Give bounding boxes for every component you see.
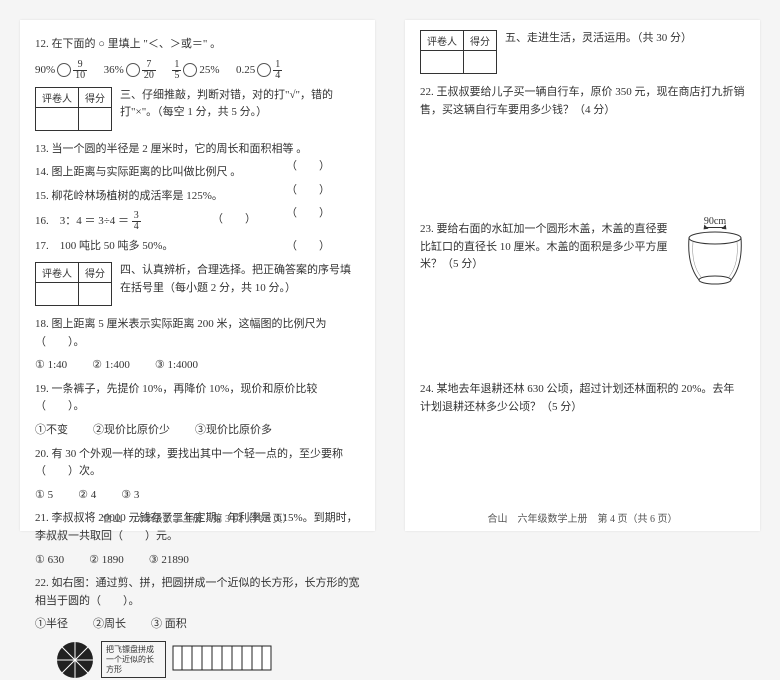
q13: 13. 当一个圆的半径是 2 厘米时，它的周长和面积相等 。（ ） [35,141,360,159]
q20-opts: ① 5 ② 4 ③ 3 [35,487,360,505]
q22-opts: ①半径 ②周长 ③ 面积 [35,616,360,634]
paren-blank[interactable]: （ ） [286,182,330,200]
q12-item-1: 90%910 [35,64,90,76]
q12-item-4: 0.2514 [236,64,282,76]
page-footer-4: 合山 六年级数学上册 第 4 页（共 6 页） [405,510,760,525]
q18-opts: ① 1:40 ② 1:400 ③ 1:4000 [35,357,360,375]
page-footer-3: 合山 六年级数学上册 第 3 页（共 6 页） [20,510,375,525]
score-label: 得分 [79,262,112,282]
opt[interactable]: ① 630 [35,554,64,566]
score-label: 得分 [79,87,112,107]
opt[interactable]: ③ 3 [121,489,139,501]
q12-stem: 12. 在下面的 ○ 里填上 "＜、＞或＝" 。 [35,36,360,54]
q19-opts: ①不变 ②现价比原价少 ③现价比原价多 [35,422,360,440]
section-5-title: 五、走进生活，灵活运用。（共 30 分） [505,32,692,44]
q19-stem: 19. 一条裤子，先提价 10%，再降价 10%，现价和原价比较（ ）。 [35,381,360,416]
rater-label: 评卷人 [36,87,79,107]
paren-blank[interactable]: （ ） [286,158,330,176]
paren-blank[interactable]: （ ） [286,205,330,223]
speech-bubble: 把飞镖盘拼成一个近似的长方形 [101,641,166,678]
scorebox-sec5: 评卷人得分 [420,30,497,74]
score-blank[interactable] [464,51,497,74]
q12-item-3: 1525% [172,64,222,76]
opt[interactable]: ③ 面积 [151,618,187,630]
page-3: 12. 在下面的 ○ 里填上 "＜、＞或＝" 。 90%910 36%720 1… [20,20,375,531]
q22-right: 22. 王叔叔要给儿子买一辆自行车，原价 350 元，现在商店打九折销售，买这辆… [420,84,745,119]
score-label: 得分 [464,31,497,51]
q12-items: 90%910 36%720 1525% 0.2514 [35,60,360,81]
opt[interactable]: ② 4 [78,489,96,501]
circle-blank[interactable] [126,63,140,77]
jar-width-label: 90cm [704,216,726,228]
q17: 17. 100 吨比 50 吨多 50%。（ ） [35,238,360,256]
paren-blank[interactable]: （ ） [212,211,256,229]
scorebox-sec3: 评卷人得分 [35,87,112,131]
score-blank[interactable] [79,107,112,130]
circle-blank[interactable] [183,63,197,77]
opt[interactable]: ①不变 [35,424,68,436]
fan-icon [55,640,95,680]
q24-stem: 24. 某地去年退耕还林 630 公顷，超过计划还林面积的 20%。去年计划退耕… [420,381,745,416]
score-blank[interactable] [79,282,112,305]
section-3-title: 三、仔细推敲，判断对错，对的打"√"，错的打"×"。（每空 1 分，共 5 分。… [120,89,333,119]
opt[interactable]: ② 1:400 [92,359,130,371]
opt[interactable]: ②现价比原价少 [93,424,170,436]
q12-item-2: 36%720 [104,64,159,76]
paren-blank[interactable]: （ ） [286,238,330,256]
rater-blank[interactable] [36,107,79,130]
rater-blank[interactable] [421,51,464,74]
opt[interactable]: ① 5 [35,489,53,501]
opt[interactable]: ③ 1:4000 [155,359,198,371]
circle-blank[interactable] [257,63,271,77]
section-4-title: 四、认真辨析，合理选择。把正确答案的序号填在括号里（每小题 2 分，共 10 分… [120,264,351,294]
opt[interactable]: ③现价比原价多 [195,424,272,436]
q22-figure: 把飞镖盘拼成一个近似的长方形 [55,640,360,680]
circle-blank[interactable] [57,63,71,77]
opt[interactable]: ①半径 [35,618,68,630]
q21-opts: ① 630 ② 1890 ③ 21890 [35,552,360,570]
jar-figure: 90cm [685,215,745,285]
rectangle-icon [172,645,272,675]
rater-blank[interactable] [36,282,79,305]
scorebox-sec4: 评卷人得分 [35,262,112,306]
page-4: 评卷人得分 五、走进生活，灵活运用。（共 30 分） 22. 王叔叔要给儿子买一… [405,20,760,531]
q20-stem: 20. 有 30 个外观一样的球，要找出其中一个轻一点的，至少要称（ ）次。 [35,446,360,481]
q18-stem: 18. 图上距离 5 厘米表示实际距离 200 米，这幅图的比例尺为（ ）。 [35,316,360,351]
opt[interactable]: ③ 21890 [149,554,189,566]
rater-label: 评卷人 [36,262,79,282]
opt[interactable]: ②周长 [93,618,126,630]
opt[interactable]: ② 1890 [89,554,124,566]
q22-stem: 22. 如右图：通过剪、拼，把圆拼成一个近似的长方形，长方形的宽相当于圆的（ ）… [35,575,360,610]
rater-label: 评卷人 [421,31,464,51]
opt[interactable]: ① 1:40 [35,359,67,371]
